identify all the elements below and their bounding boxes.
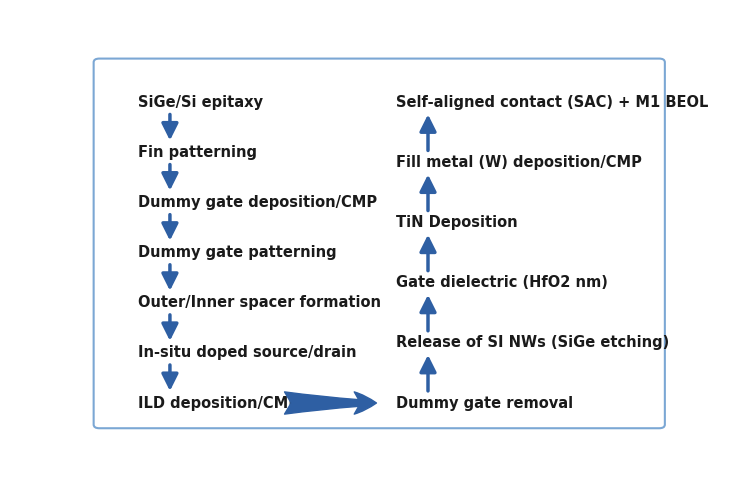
Text: TiN Deposition: TiN Deposition [397, 215, 518, 230]
FancyBboxPatch shape [94, 59, 665, 428]
Text: In-situ doped source/drain: In-situ doped source/drain [138, 346, 357, 361]
Text: Dummy gate deposition/CMP: Dummy gate deposition/CMP [138, 195, 377, 210]
Text: Release of SI NWs (SiGe etching): Release of SI NWs (SiGe etching) [397, 335, 670, 350]
Text: Gate dielectric (HfO2 nm): Gate dielectric (HfO2 nm) [397, 275, 608, 290]
Text: Outer/Inner spacer formation: Outer/Inner spacer formation [138, 295, 381, 310]
Text: SiGe/Si epitaxy: SiGe/Si epitaxy [138, 95, 263, 110]
Text: Fin patterning: Fin patterning [138, 145, 258, 160]
Text: Self-aligned contact (SAC) + M1 BEOL: Self-aligned contact (SAC) + M1 BEOL [397, 95, 709, 110]
Text: ILD deposition/CMP: ILD deposition/CMP [138, 396, 300, 411]
Text: Dummy gate patterning: Dummy gate patterning [138, 245, 337, 260]
Text: Fill metal (W) deposition/CMP: Fill metal (W) deposition/CMP [397, 155, 642, 170]
Text: Dummy gate removal: Dummy gate removal [397, 396, 574, 411]
